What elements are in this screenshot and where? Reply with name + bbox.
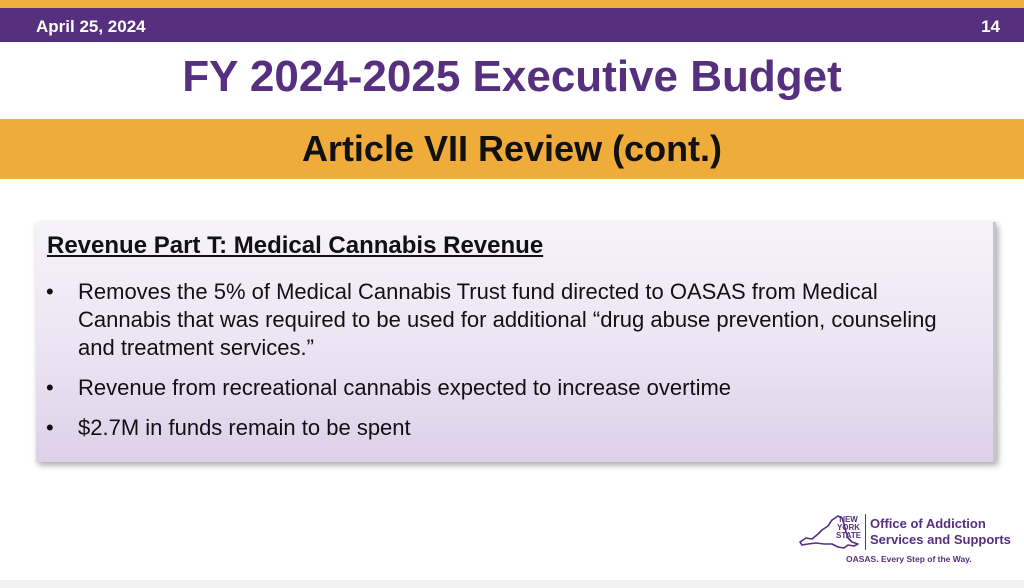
bullet-text: Revenue from recreational cannabis expec… bbox=[78, 375, 732, 400]
bullet-text: $2.7M in funds remain to be spent bbox=[78, 415, 411, 440]
bullet-text: Removes the 5% of Medical Cannabis Trust… bbox=[78, 279, 937, 360]
list-item: • $2.7M in funds remain to be spent bbox=[36, 414, 976, 442]
slide-date: April 25, 2024 bbox=[36, 17, 146, 36]
header-bar: April 25, 2024 14 bbox=[0, 8, 1024, 42]
slide-page-number: 14 bbox=[981, 17, 1000, 36]
bullet-list: • Removes the 5% of Medical Cannabis Tru… bbox=[36, 278, 976, 454]
ny-state-map-icon bbox=[799, 515, 859, 549]
content-box: Revenue Part T: Medical Cannabis Revenue… bbox=[36, 222, 996, 462]
oasas-logo: NEW YORK STATE Office of Addiction Servi… bbox=[798, 510, 1012, 570]
bullet-marker: • bbox=[46, 375, 54, 400]
slide-subtitle: Article VII Review (cont.) bbox=[301, 128, 723, 169]
bullet-marker: • bbox=[46, 415, 54, 440]
logo-divider bbox=[865, 514, 866, 550]
ny-state-label: NEW YORK STATE bbox=[836, 515, 862, 540]
logo-tagline: OASAS. Every Step of the Way. bbox=[846, 554, 972, 564]
slide-title: FY 2024-2025 Executive Budget bbox=[182, 52, 842, 101]
logo-org-name: Office of Addiction Services and Support… bbox=[870, 516, 1011, 547]
bullet-marker: • bbox=[46, 279, 54, 304]
content-heading: Revenue Part T: Medical Cannabis Revenue bbox=[47, 232, 544, 259]
list-item: • Removes the 5% of Medical Cannabis Tru… bbox=[36, 278, 976, 362]
bottom-strip bbox=[0, 580, 1024, 588]
subtitle-band: Article VII Review (cont.) bbox=[0, 119, 1024, 179]
top-accent-stripe bbox=[0, 0, 1024, 8]
list-item: • Revenue from recreational cannabis exp… bbox=[36, 374, 976, 402]
